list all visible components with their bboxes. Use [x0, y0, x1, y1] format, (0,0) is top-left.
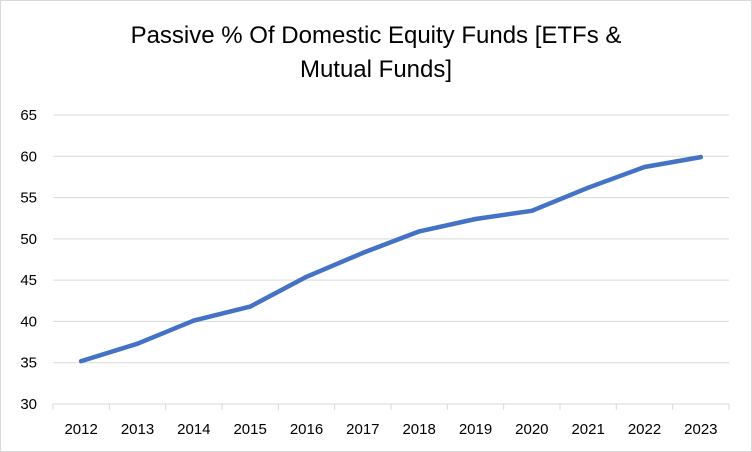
data-point-2020 [529, 208, 535, 213]
data-point-2017 [360, 250, 366, 256]
series-line-0 [78, 154, 704, 364]
x-tick-label-2021: 2021 [571, 421, 604, 438]
gridlines [53, 114, 729, 364]
x-tick-label-2017: 2017 [346, 421, 379, 438]
x-tick-label-2020: 2020 [515, 421, 548, 438]
data-point-2012 [78, 358, 84, 364]
chart-title: Passive % Of Domestic Equity Funds [ETFs… [1, 19, 751, 87]
data-point-2018 [416, 229, 422, 234]
x-tick-label-2023: 2023 [684, 421, 717, 438]
y-tick-label-55: 55 [20, 190, 37, 207]
y-tick-label-60: 60 [20, 148, 37, 165]
data-point-2019 [473, 216, 478, 222]
data-point-2022 [642, 164, 647, 170]
data-series [78, 154, 704, 364]
x-axis-tick-labels: 2012 2013 2014 2015 2016 2017 2018 2019 2020 2021… [64, 421, 717, 438]
x-tick-label-2014: 2014 [177, 421, 210, 438]
y-tick-label-50: 50 [20, 231, 37, 248]
y-tick-label-40: 40 [20, 313, 37, 330]
axes [52, 403, 730, 410]
y-axis-tick-labels: 30 35 40 45 50 55 60 65 [20, 107, 37, 413]
x-tick-label-2012: 2012 [64, 421, 97, 438]
data-point-2016 [304, 274, 309, 280]
chart-title-line-1: Passive % Of Domestic Equity Funds [ETFs… [130, 22, 622, 49]
data-point-2013 [135, 341, 140, 346]
chart-title-line-2: Mutual Funds] [299, 56, 453, 83]
y-tick-label-35: 35 [20, 355, 37, 372]
x-tick-label-2022: 2022 [628, 421, 661, 438]
data-point-2021 [585, 185, 591, 190]
x-tick-label-2016: 2016 [290, 421, 323, 438]
x-tick-label-2013: 2013 [121, 421, 154, 438]
y-tick-label-30: 30 [20, 396, 37, 413]
y-tick-label-65: 65 [20, 107, 37, 124]
x-tick-label-2019: 2019 [459, 421, 492, 438]
x-tick-label-2015: 2015 [233, 421, 266, 438]
x-tick-label-2018: 2018 [402, 421, 435, 438]
data-point-2015 [247, 304, 253, 309]
data-point-2023 [698, 154, 704, 160]
data-point-2014 [191, 318, 197, 323]
y-tick-label-45: 45 [20, 272, 37, 289]
